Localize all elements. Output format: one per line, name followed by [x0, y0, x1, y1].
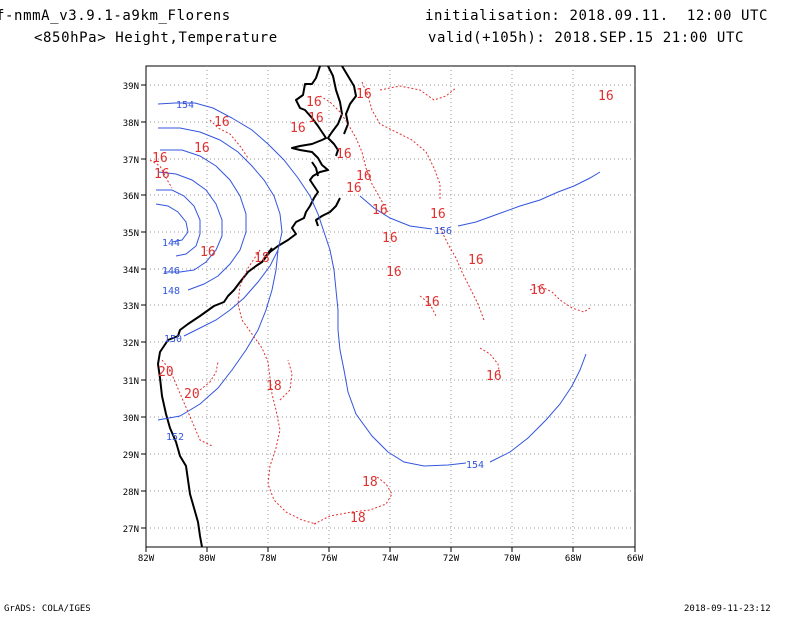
coastline: [157, 65, 357, 548]
lon-label: 74W: [382, 554, 399, 564]
lat-label: 30N: [123, 414, 139, 424]
lon-label: 70W: [504, 554, 521, 564]
temp-label: 16: [356, 169, 372, 184]
height-label: 152: [166, 432, 184, 443]
lat-label: 27N: [123, 525, 139, 535]
height-label: 148: [162, 286, 180, 297]
temperature-contours: [149, 81, 591, 525]
model-title: f-nmmA_v3.9.1-a9km_Florens: [0, 8, 231, 24]
lon-label: 68W: [565, 554, 582, 564]
axis-ticks: [141, 84, 636, 552]
temp-label: 16: [290, 121, 306, 136]
height-label: 156: [434, 226, 452, 237]
lon-label: 66W: [627, 554, 644, 564]
init-time: initialisation: 2018.09.11. 12:00 UTC: [425, 8, 769, 24]
temp-label: 16: [152, 151, 168, 166]
temp-label: 18: [350, 511, 366, 526]
lat-label: 28N: [123, 488, 139, 498]
temp-label: 18: [362, 475, 378, 490]
footer-credit: GrADS: COLA/IGES: [4, 604, 91, 614]
height-label: 154: [466, 460, 484, 471]
lat-label: 38N: [123, 119, 139, 129]
temp-label: 16: [530, 283, 546, 298]
height-label: 146: [162, 266, 180, 277]
lat-label: 29N: [123, 451, 139, 461]
lat-label: 37N: [123, 156, 139, 166]
temp-label: 16: [308, 111, 324, 126]
lon-label: 82W: [138, 554, 155, 564]
lon-label: 76W: [321, 554, 338, 564]
height-label: 144: [162, 238, 180, 249]
height-contours: [155, 102, 601, 467]
temp-label: 18: [266, 379, 282, 394]
temp-label: 16: [306, 95, 322, 110]
lon-label: 80W: [199, 554, 216, 564]
lat-label: 39N: [123, 82, 139, 92]
temp-label: 16: [214, 115, 230, 130]
temp-label: 16: [468, 253, 484, 268]
graticule: [146, 66, 635, 547]
temp-label: 20: [158, 365, 174, 380]
temp-label: 16: [382, 231, 398, 246]
lat-label: 33N: [123, 302, 139, 312]
temp-label: 16: [598, 89, 614, 104]
lon-label: 78W: [260, 554, 277, 564]
temp-label: 16: [372, 203, 388, 218]
temp-label: 16: [346, 181, 362, 196]
temp-label: 16: [424, 295, 440, 310]
lat-label: 34N: [123, 266, 139, 276]
temp-label: 16: [356, 87, 372, 102]
lat-label: 32N: [123, 339, 139, 349]
temp-label: 16: [486, 369, 502, 384]
lon-label: 72W: [443, 554, 460, 564]
temp-label: 20: [184, 387, 200, 402]
height-label: 154: [176, 100, 194, 111]
temp-label: 16: [200, 245, 216, 260]
footer-timestamp: 2018-09-11-23:12: [684, 604, 771, 614]
temp-label: 16: [430, 207, 446, 222]
temp-label: 18: [254, 251, 270, 266]
height-label: 150: [164, 334, 182, 345]
temp-label: 16: [194, 141, 210, 156]
lat-label: 35N: [123, 229, 139, 239]
temp-label: 16: [386, 265, 402, 280]
level-title: <850hPa> Height,Temperature: [34, 30, 278, 46]
temp-label: 16: [154, 167, 170, 182]
lat-label: 36N: [123, 192, 139, 202]
valid-time: valid(+105h): 2018.SEP.15 21:00 UTC: [428, 30, 745, 46]
temp-label: 16: [336, 147, 352, 162]
lat-label: 31N: [123, 377, 139, 387]
